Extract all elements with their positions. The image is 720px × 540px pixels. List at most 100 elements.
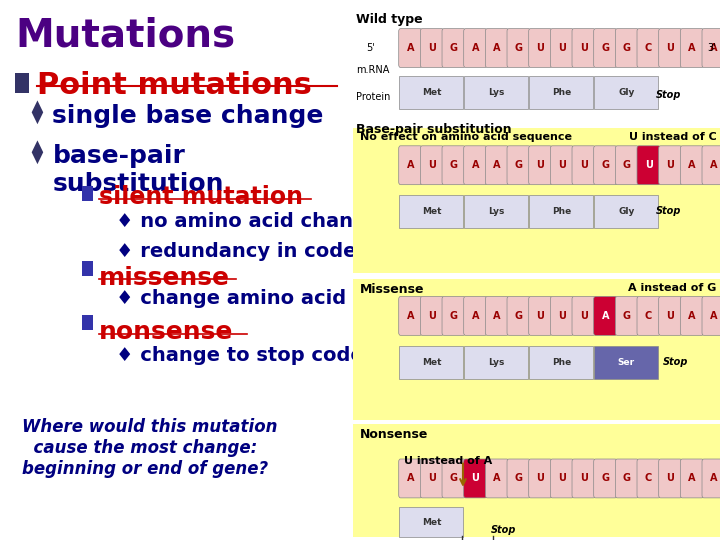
Text: G: G: [601, 160, 609, 170]
Text: ♦ no amino acid change: ♦ no amino acid change: [116, 212, 380, 231]
Text: A: A: [710, 474, 717, 483]
Text: No effect on amino acid sequence: No effect on amino acid sequence: [360, 132, 572, 143]
Text: U: U: [580, 311, 588, 321]
Text: A: A: [407, 43, 414, 53]
Text: C: C: [645, 311, 652, 321]
Text: U: U: [558, 311, 566, 321]
Text: U: U: [558, 160, 566, 170]
FancyBboxPatch shape: [464, 459, 487, 498]
Text: 5': 5': [366, 43, 375, 53]
FancyBboxPatch shape: [659, 459, 682, 498]
Text: G: G: [515, 160, 523, 170]
FancyBboxPatch shape: [550, 29, 574, 68]
Text: single base change: single base change: [53, 104, 324, 128]
Text: U: U: [666, 43, 674, 53]
Text: A: A: [688, 43, 696, 53]
FancyBboxPatch shape: [595, 195, 658, 228]
FancyBboxPatch shape: [702, 459, 720, 498]
FancyBboxPatch shape: [464, 76, 528, 109]
Text: G: G: [601, 43, 609, 53]
Text: A: A: [710, 160, 717, 170]
Text: U: U: [580, 474, 588, 483]
FancyBboxPatch shape: [680, 146, 703, 185]
Text: G: G: [623, 474, 631, 483]
FancyBboxPatch shape: [400, 507, 464, 537]
FancyBboxPatch shape: [572, 296, 595, 335]
FancyBboxPatch shape: [616, 296, 639, 335]
Bar: [82, 261, 93, 276]
FancyBboxPatch shape: [680, 459, 703, 498]
Text: U: U: [558, 43, 566, 53]
Text: U: U: [472, 474, 480, 483]
FancyBboxPatch shape: [528, 146, 552, 185]
Bar: [353, 128, 720, 273]
FancyBboxPatch shape: [594, 29, 617, 68]
Text: Protein: Protein: [356, 92, 391, 102]
FancyBboxPatch shape: [550, 146, 574, 185]
Text: U instead of A: U instead of A: [404, 456, 492, 467]
FancyBboxPatch shape: [659, 296, 682, 335]
Text: A: A: [407, 474, 414, 483]
FancyBboxPatch shape: [442, 146, 465, 185]
FancyBboxPatch shape: [485, 459, 508, 498]
FancyBboxPatch shape: [550, 459, 574, 498]
Text: Base-pair substitution: Base-pair substitution: [356, 123, 512, 136]
FancyBboxPatch shape: [420, 29, 444, 68]
Text: G: G: [623, 311, 631, 321]
FancyBboxPatch shape: [550, 296, 574, 335]
Polygon shape: [32, 100, 43, 124]
Text: A: A: [493, 311, 500, 321]
Text: U: U: [666, 474, 674, 483]
Text: Phe: Phe: [552, 87, 571, 97]
Text: U: U: [536, 474, 544, 483]
Text: G: G: [623, 160, 631, 170]
Text: ♦ change amino acid: ♦ change amino acid: [116, 289, 346, 308]
FancyBboxPatch shape: [442, 296, 465, 335]
FancyBboxPatch shape: [464, 29, 487, 68]
Text: A: A: [601, 311, 609, 321]
Text: nonsense: nonsense: [99, 320, 233, 343]
Text: G: G: [449, 311, 458, 321]
FancyBboxPatch shape: [528, 296, 552, 335]
Text: U: U: [644, 160, 652, 170]
Text: ♦ change to stop codon: ♦ change to stop codon: [116, 346, 378, 365]
Text: U: U: [558, 474, 566, 483]
Text: A: A: [688, 160, 696, 170]
FancyBboxPatch shape: [485, 146, 508, 185]
Bar: [353, 279, 720, 420]
Text: U: U: [536, 311, 544, 321]
Text: Wild type: Wild type: [356, 14, 423, 26]
FancyBboxPatch shape: [400, 195, 464, 228]
Text: U: U: [536, 160, 544, 170]
Text: Stop: Stop: [656, 90, 681, 100]
FancyBboxPatch shape: [637, 459, 660, 498]
FancyBboxPatch shape: [572, 29, 595, 68]
FancyBboxPatch shape: [442, 459, 465, 498]
Text: missense: missense: [99, 266, 230, 289]
Text: G: G: [449, 43, 458, 53]
FancyBboxPatch shape: [616, 146, 639, 185]
FancyBboxPatch shape: [637, 296, 660, 335]
FancyBboxPatch shape: [420, 296, 444, 335]
Text: G: G: [449, 474, 458, 483]
Text: A: A: [472, 160, 479, 170]
FancyBboxPatch shape: [702, 146, 720, 185]
Text: C: C: [645, 474, 652, 483]
Text: Stop: Stop: [490, 525, 516, 535]
FancyBboxPatch shape: [659, 146, 682, 185]
FancyBboxPatch shape: [529, 76, 593, 109]
Text: Lys: Lys: [488, 357, 505, 367]
Text: Where would this mutation
  cause the most change:
beginning or end of gene?: Where would this mutation cause the most…: [22, 418, 278, 478]
Text: Lys: Lys: [488, 87, 505, 97]
FancyBboxPatch shape: [464, 296, 487, 335]
FancyBboxPatch shape: [400, 76, 464, 109]
Text: C: C: [645, 43, 652, 53]
Text: Mutations: Mutations: [15, 16, 235, 54]
Text: G: G: [515, 311, 523, 321]
FancyBboxPatch shape: [659, 29, 682, 68]
Text: A: A: [407, 311, 414, 321]
Text: A: A: [710, 43, 717, 53]
FancyBboxPatch shape: [528, 459, 552, 498]
Bar: [15, 73, 30, 93]
FancyBboxPatch shape: [594, 146, 617, 185]
